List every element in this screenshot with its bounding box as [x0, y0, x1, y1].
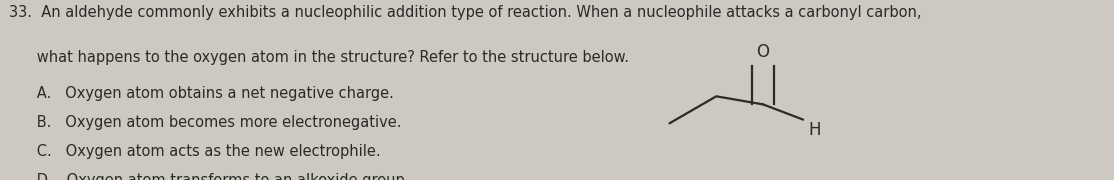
- Text: H: H: [809, 121, 821, 139]
- Text: O: O: [756, 43, 770, 61]
- Text: 33.  An aldehyde commonly exhibits a nucleophilic addition type of reaction. Whe: 33. An aldehyde commonly exhibits a nucl…: [9, 5, 921, 20]
- Text: what happens to the oxygen atom in the structure? Refer to the structure below.: what happens to the oxygen atom in the s…: [9, 50, 629, 65]
- Text: D.   Oxygen atom transforms to an alkoxide group.: D. Oxygen atom transforms to an alkoxide…: [9, 173, 410, 180]
- Text: B.   Oxygen atom becomes more electronegative.: B. Oxygen atom becomes more electronegat…: [9, 115, 401, 130]
- Text: C.   Oxygen atom acts as the new electrophile.: C. Oxygen atom acts as the new electroph…: [9, 144, 381, 159]
- Text: A.   Oxygen atom obtains a net negative charge.: A. Oxygen atom obtains a net negative ch…: [9, 86, 393, 101]
